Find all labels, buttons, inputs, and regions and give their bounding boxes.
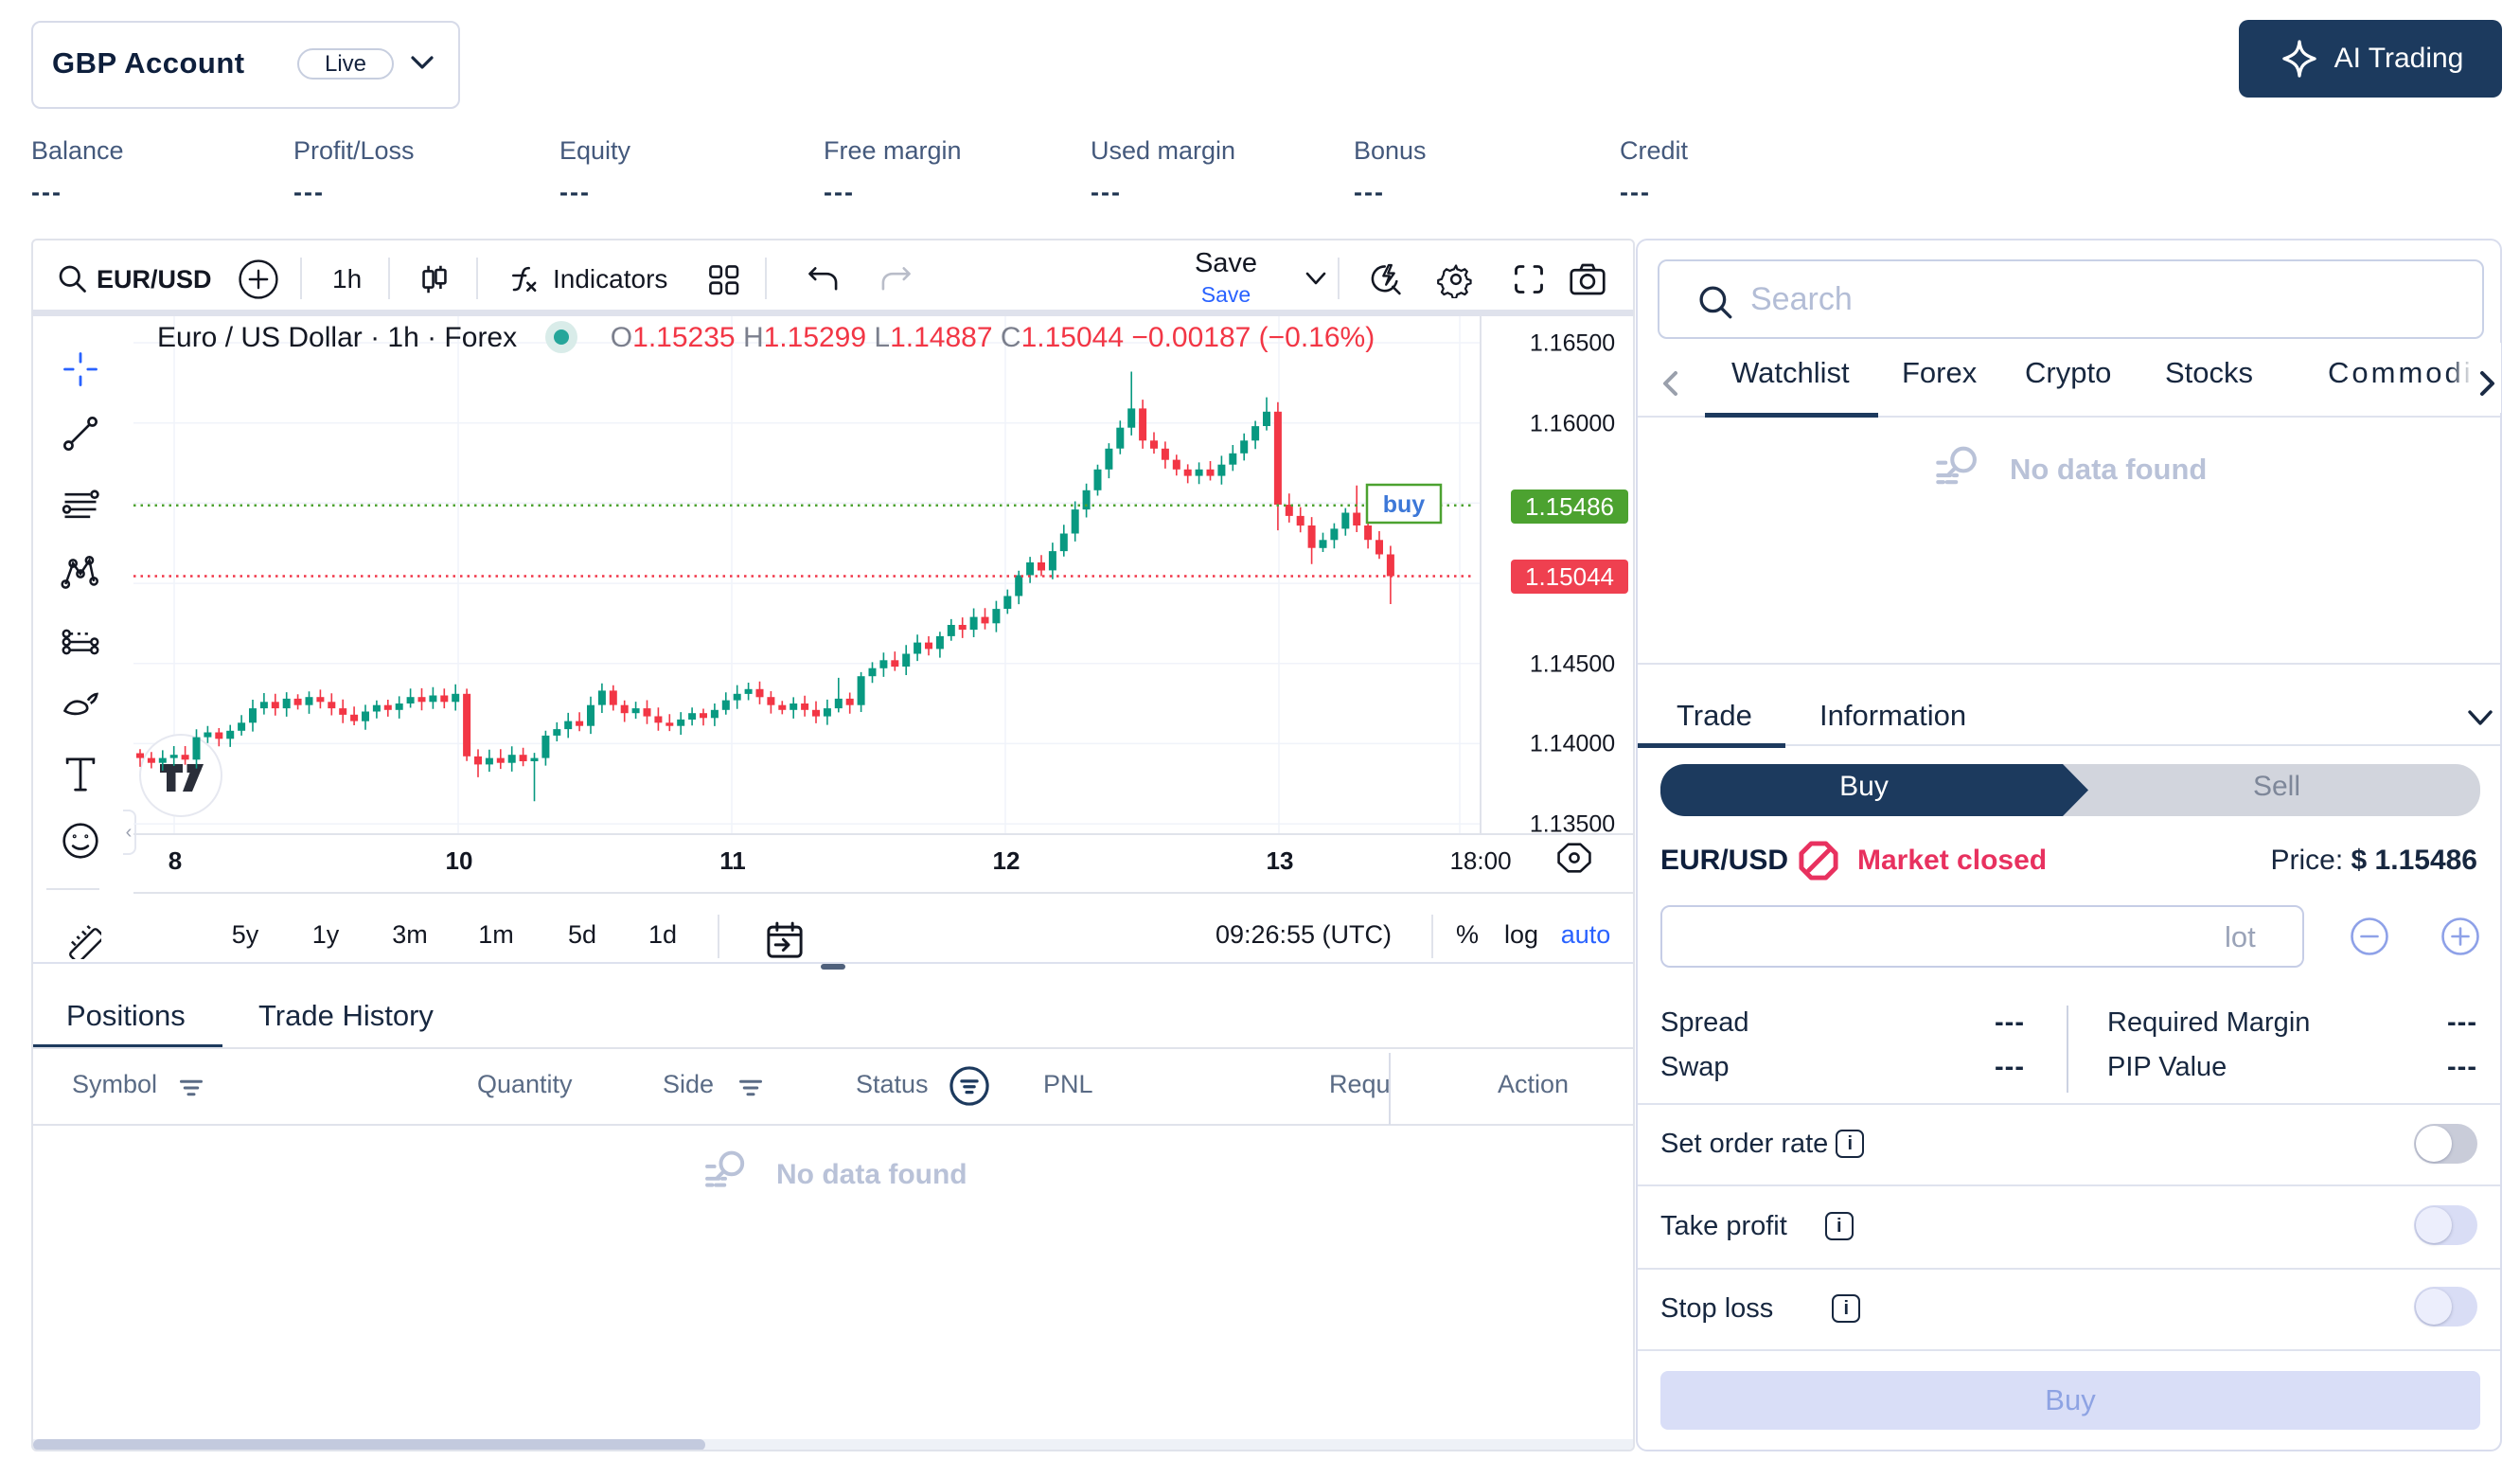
svg-text:buy: buy [1383, 491, 1426, 518]
